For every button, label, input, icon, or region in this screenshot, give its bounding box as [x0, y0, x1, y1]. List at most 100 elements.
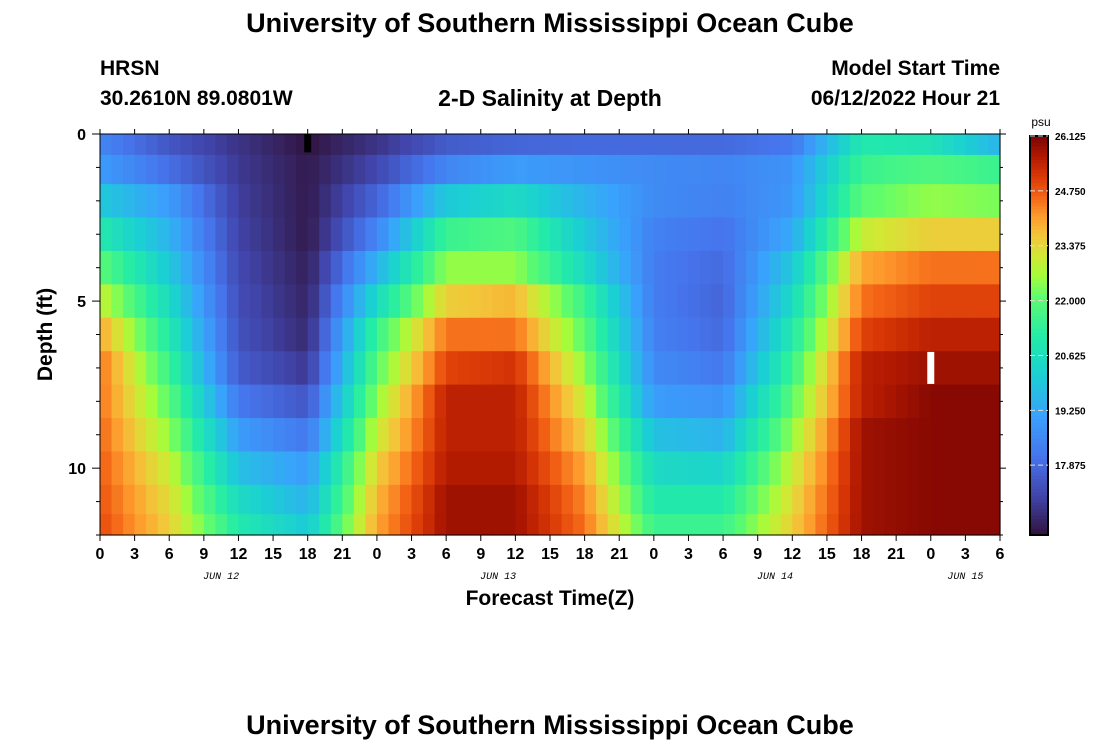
heatmap-cell [896, 284, 909, 319]
colorbar-segment [1030, 435, 1048, 440]
colorbar-segment [1030, 402, 1048, 406]
heatmap-cell [642, 451, 655, 486]
heatmap-cell [746, 154, 759, 185]
colorbar-segment [1030, 235, 1048, 240]
heatmap-cell [146, 514, 159, 536]
heatmap-cell [238, 418, 251, 453]
colorbar-segment [1030, 431, 1048, 436]
heatmap-cell [803, 134, 816, 156]
heatmap-cell [596, 384, 609, 419]
heatmap-cell [619, 384, 632, 419]
heatmap-cell [930, 514, 943, 536]
heatmap-cell [353, 250, 366, 285]
heatmap-cell [850, 451, 863, 486]
heatmap-cell [480, 418, 493, 453]
heatmap-cell [573, 484, 586, 515]
heatmap-cell [746, 317, 759, 352]
heatmap-cell [965, 451, 978, 486]
heatmap-cell [353, 317, 366, 352]
heatmap-cell [469, 184, 482, 219]
heatmap-cell [561, 154, 574, 185]
heatmap-cell [503, 514, 516, 536]
colorbar-segment [1030, 488, 1048, 493]
heatmap-cell [180, 217, 193, 252]
heatmap-cell [896, 451, 909, 486]
heatmap-cell [723, 451, 736, 486]
heatmap-cell [930, 284, 943, 319]
heatmap-cell [757, 451, 770, 486]
heatmap-cell [376, 284, 390, 319]
x-axis-label: Forecast Time(Z) [466, 587, 635, 610]
heatmap-cell [480, 351, 493, 386]
heatmap-cell [596, 514, 609, 536]
heatmap-cell [792, 217, 805, 252]
heatmap-cell [503, 217, 516, 252]
heatmap-cell [873, 351, 886, 386]
heatmap-cell [157, 134, 170, 156]
heatmap-cell [850, 317, 863, 352]
heatmap-cell [838, 418, 851, 453]
heatmap-cell [261, 514, 274, 536]
heatmap-cell [400, 317, 413, 352]
heatmap-cell [134, 134, 147, 156]
colorbar-segment [1030, 458, 1048, 463]
heatmap-cell [284, 284, 297, 319]
heatmap-cell [353, 154, 366, 185]
heatmap-cell [296, 250, 309, 285]
heatmap-cell [492, 317, 505, 352]
heatmap-cell [400, 351, 413, 386]
colorbar-segment [1030, 255, 1048, 260]
heatmap-cell [803, 451, 816, 486]
colorbar-segment [1030, 461, 1048, 466]
heatmap-cell [976, 484, 990, 515]
heatmap-cell [976, 154, 990, 185]
colorbar-segment [1030, 262, 1048, 267]
heatmap-cell [700, 484, 713, 515]
heatmap-cell [861, 514, 874, 536]
heatmap-cell [630, 134, 643, 156]
colorbar-segment [1030, 288, 1048, 293]
heatmap-cell [503, 351, 516, 386]
heatmap-cell [250, 451, 263, 486]
heatmap-cell [953, 184, 966, 219]
heatmap-cell [307, 484, 320, 515]
heatmap-cell [630, 514, 643, 536]
heatmap-cell [111, 134, 124, 156]
heatmap-cell [353, 351, 366, 386]
heatmap-cell [526, 134, 540, 156]
heatmap-cell [423, 284, 436, 319]
colorbar-segment [1030, 142, 1048, 147]
heatmap-cell [446, 217, 459, 252]
heatmap-cell [203, 351, 216, 386]
x-tick-label: 6 [165, 546, 174, 563]
date-label: JUN 14 [757, 572, 793, 583]
heatmap-cell [296, 217, 309, 252]
heatmap-cell [953, 351, 966, 386]
heatmap-cell [642, 284, 655, 319]
heatmap-cell [434, 384, 447, 419]
colorbar-segment [1030, 418, 1048, 423]
heatmap-cell [146, 451, 159, 486]
y-tick-label: 5 [77, 294, 86, 311]
heatmap-cell [896, 317, 909, 352]
colorbar-segment [1030, 205, 1048, 210]
heatmap-cell [169, 217, 182, 252]
heatmap-cell [169, 284, 182, 319]
heatmap-cell [134, 217, 147, 252]
heatmap-cell [884, 317, 897, 352]
heatmap-cell [353, 217, 366, 252]
heatmap-cell [746, 351, 759, 386]
heatmap-cell [457, 514, 470, 536]
heatmap-cell [330, 317, 343, 352]
heatmap-cell [573, 384, 586, 419]
heatmap-cell [100, 451, 113, 486]
heatmap-cell [815, 418, 828, 453]
heatmap-cell [203, 514, 216, 536]
heatmap-cell [873, 384, 886, 419]
heatmap-cell [861, 317, 874, 352]
heatmap-cell [457, 317, 470, 352]
heatmap-cell [273, 250, 286, 285]
heatmap-cell [215, 134, 228, 156]
colorbar-segment [1030, 315, 1048, 320]
colorbar-segment [1030, 475, 1048, 480]
